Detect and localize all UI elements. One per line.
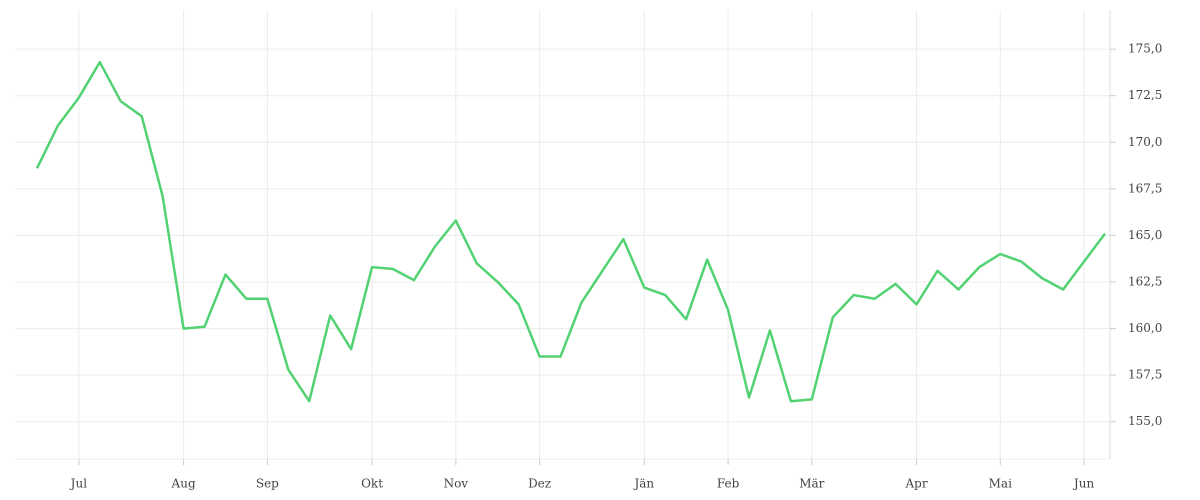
y-tick-label: 162,5 (1128, 275, 1162, 289)
line-series (35, 60, 1107, 403)
y-tick-label: 160,0 (1128, 321, 1162, 335)
y-tick-label: 172,5 (1128, 88, 1162, 102)
y-tick-label: 157,5 (1128, 368, 1162, 382)
y-tick-label: 165,0 (1128, 228, 1162, 242)
x-tick-label: Dez (528, 477, 551, 491)
x-tick-label: Aug (171, 477, 196, 491)
x-tick-label: Mär (799, 477, 824, 491)
y-tick-label: 170,0 (1128, 135, 1162, 149)
x-tick-label: Jul (69, 477, 88, 491)
x-tick-label: Jun (1072, 477, 1095, 491)
x-tick-label: Mai (989, 477, 1012, 491)
x-tick-label: Sep (256, 477, 279, 491)
y-tick-label: 155,0 (1128, 414, 1162, 428)
x-tick-label: Jän (632, 477, 654, 491)
y-tick-label: 175,0 (1128, 42, 1162, 56)
grid (15, 10, 1110, 459)
x-tick-label: Feb (717, 477, 740, 491)
y-tick-label: 167,5 (1128, 181, 1162, 195)
x-tick-label: Apr (904, 477, 927, 491)
x-tick-label: Nov (444, 477, 469, 491)
x-tick-label: Okt (361, 477, 383, 491)
